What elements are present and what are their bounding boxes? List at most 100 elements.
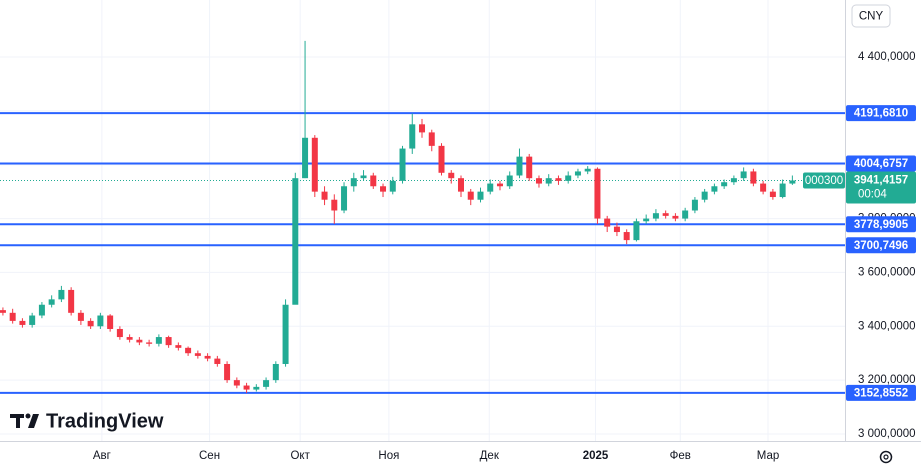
candle-body	[506, 175, 513, 187]
y-tick-label: 3 000,0000	[858, 428, 916, 440]
settings-button[interactable]	[879, 450, 893, 464]
candle-body	[165, 337, 172, 346]
level-tag	[846, 237, 916, 254]
candle-body	[691, 199, 698, 211]
level-tag	[846, 105, 916, 122]
candle-body	[623, 232, 630, 241]
symbol-tag	[803, 172, 845, 189]
candle-body	[409, 124, 416, 149]
y-tick-label: 3 400,0000	[858, 320, 916, 332]
level-tag-label: 3778,9905	[854, 219, 909, 231]
symbol: 000300	[805, 175, 843, 187]
candle-body	[438, 145, 445, 173]
candle-body	[194, 353, 201, 356]
price-tags: 4191,6810 4004,6757 3778,9905 3700,7496 3152…	[803, 105, 916, 401]
candle-body	[87, 320, 94, 327]
candle-body	[662, 213, 669, 216]
level-tag-label: 3700,7496	[854, 240, 908, 252]
candle-body	[9, 312, 16, 321]
candle-body	[555, 178, 562, 181]
candle-body	[253, 386, 260, 390]
logo-icon	[28, 414, 39, 428]
candle-body	[263, 380, 270, 387]
candle-body	[146, 342, 153, 344]
candle-body	[302, 137, 309, 179]
candle-body	[19, 320, 26, 325]
level-tag-label: 3152,8552	[854, 387, 908, 399]
candle-body	[545, 178, 552, 184]
candle-body	[448, 172, 455, 179]
candle-body	[535, 178, 542, 184]
candle-body	[769, 191, 776, 198]
candle-body	[341, 186, 348, 211]
candle-body	[272, 363, 279, 381]
currency-button[interactable]	[851, 4, 891, 28]
candle-body	[204, 355, 211, 359]
x-tick-label: Ноя	[378, 450, 399, 462]
candle-body	[282, 304, 289, 364]
candle-body	[467, 191, 474, 200]
candle-body	[370, 175, 377, 187]
candle-body	[389, 180, 396, 192]
levels	[0, 112, 845, 394]
candle-body	[292, 178, 299, 305]
candle-body	[672, 215, 679, 219]
candle-body	[643, 218, 650, 222]
candle-body	[38, 304, 45, 316]
candle-body	[516, 156, 523, 176]
y-tick-label: 3 200,0000	[858, 374, 916, 386]
candle-body	[428, 132, 435, 146]
candle-body	[652, 213, 659, 219]
candle-body	[77, 312, 84, 321]
logo: TradingView	[10, 410, 164, 432]
gear	[883, 454, 889, 460]
candle-body	[526, 156, 533, 179]
candle-body	[399, 148, 406, 181]
candle-body	[682, 210, 689, 219]
candle-body	[477, 191, 484, 200]
x-tick-label: 2025	[583, 450, 609, 462]
candle-body	[711, 186, 718, 192]
candle-body	[0, 310, 6, 313]
candle-body	[457, 178, 464, 192]
candle-body	[107, 315, 114, 329]
x-tick-label: Дек	[480, 450, 500, 462]
candle-body	[613, 226, 620, 233]
brand: TradingView	[46, 410, 164, 432]
candle-body	[97, 315, 104, 327]
candle-body	[136, 339, 143, 343]
currency: CNY	[859, 11, 884, 23]
x-tick-label: Окт	[290, 450, 310, 462]
candle-body	[584, 168, 591, 172]
grid	[0, 0, 845, 441]
candle-body	[496, 183, 503, 187]
y-tick-label: 3 600,0000	[858, 266, 916, 278]
candle-body	[58, 289, 65, 300]
x-tick-label: Фев	[670, 450, 691, 462]
candle-body	[48, 299, 55, 305]
logo-icon	[25, 413, 31, 419]
candles	[0, 40, 796, 394]
candle-body	[789, 180, 796, 184]
candle-body	[116, 328, 123, 338]
candle-body	[360, 175, 367, 179]
last-price: 3941,4157	[854, 175, 908, 187]
candle-body	[350, 178, 357, 187]
candle-body	[740, 171, 747, 179]
level-tag	[846, 216, 916, 233]
candle-body	[29, 315, 36, 325]
candle-body	[779, 183, 786, 198]
level-tag-label: 4004,6757	[854, 158, 908, 170]
candle-body	[721, 182, 728, 187]
y-tick-label: 4 400,0000	[858, 51, 916, 63]
candle-body	[594, 168, 601, 219]
candle-body	[214, 358, 221, 364]
candle-body	[175, 345, 182, 348]
countdown: 00:04	[858, 189, 887, 201]
gear	[879, 450, 893, 464]
level-tag	[846, 384, 916, 401]
candle-body	[419, 124, 426, 133]
candle-body	[331, 199, 338, 211]
